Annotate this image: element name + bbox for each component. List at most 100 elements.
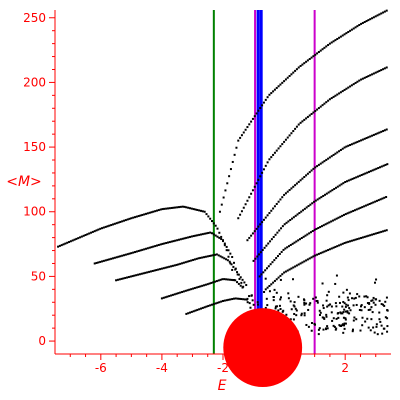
lower-curve-1-point-51 <box>187 236 190 239</box>
lower-curve-2-point-56 <box>217 254 220 257</box>
red-dot-8 <box>253 333 257 337</box>
noise-point-26 <box>369 329 372 332</box>
noise-point-202 <box>363 306 366 309</box>
upper-curve-5-point-13 <box>288 268 291 271</box>
lower-curve-1-point-29 <box>146 247 149 250</box>
lower-curve-4-point-1 <box>187 312 190 315</box>
upper-curve-1-point-28 <box>288 134 291 137</box>
upper-curve-0-point-85 <box>374 15 377 18</box>
upper-curve-4-point-7 <box>271 261 274 264</box>
noise-point-167 <box>307 325 310 328</box>
upper-curve-5-point-53 <box>361 236 364 239</box>
upper-curve-1-point-71 <box>367 75 370 78</box>
lower-curve-2-point-57 <box>219 255 222 258</box>
upper-curve-3-point-44 <box>333 187 336 190</box>
upper-curve-2-point-19 <box>281 196 284 199</box>
upper-curve-2-point-26 <box>294 184 297 187</box>
upper-curve-2-point-64 <box>363 137 366 140</box>
upper-curve-3-point-66 <box>373 168 376 171</box>
upper-curve-1-point-77 <box>378 69 381 72</box>
noise-point-146 <box>292 278 295 281</box>
upper-curve-0-point-42 <box>295 68 298 71</box>
lower-curve-3-point-30 <box>215 280 218 283</box>
upper-curve-2-point-6 <box>257 225 260 228</box>
lower-curve-1-point-50 <box>185 236 188 239</box>
lower-curve-2-point-44 <box>195 257 198 260</box>
lower-curve-2-point-21 <box>153 269 156 272</box>
upper-curve-2-point-70 <box>374 133 377 136</box>
noise-point-226 <box>323 317 326 320</box>
lower-curve-4-point-2 <box>189 311 192 314</box>
upper-curve-4-point-40 <box>331 219 334 222</box>
upper-curve-1-point-27 <box>286 136 289 139</box>
upper-curve-1-point-32 <box>295 125 298 128</box>
noise-point-99 <box>342 291 345 294</box>
noise-point-244 <box>335 317 338 320</box>
lower-curve-1-point-44 <box>174 239 177 242</box>
upper-curve-1-point-55 <box>338 92 341 95</box>
lower-curve-1-point-71 <box>223 242 226 245</box>
upper-curve-4-point-68 <box>383 196 386 199</box>
upper-curve-0-point-84 <box>372 16 375 19</box>
lower-curve-0-point-76 <box>196 208 199 211</box>
upper-curve-5-point-45 <box>347 240 350 243</box>
upper-curve-4-point-0 <box>258 275 261 278</box>
lower-curve-2-point-47 <box>201 256 204 259</box>
lower-curve-0-point-82 <box>207 215 210 218</box>
noise-point-34 <box>278 304 281 307</box>
upper-curve-4-point-29 <box>311 230 314 233</box>
noise-point-209 <box>344 317 347 320</box>
lower-curve-3-point-12 <box>182 290 185 293</box>
lower-curve-1-point-48 <box>181 237 184 240</box>
lower-curve-3-point-25 <box>206 283 209 286</box>
upper-curve-3-point-37 <box>320 196 323 199</box>
upper-curve-2-point-8 <box>261 221 264 224</box>
upper-curve-4-point-2 <box>262 271 265 274</box>
lower-curve-1-point-49 <box>183 237 186 240</box>
lower-curve-0-point-80 <box>203 210 206 213</box>
lower-curve-0-point-8 <box>71 239 74 242</box>
upper-curve-0-point-89 <box>382 11 385 14</box>
lower-curve-0-point-86 <box>214 224 217 227</box>
lower-curve-0-point-2 <box>60 244 63 247</box>
upper-curve-1-point-38 <box>306 115 309 118</box>
lower-curve-1-point-70 <box>222 239 224 242</box>
upper-curve-2-point-57 <box>350 143 353 146</box>
upper-curve-5-point-46 <box>349 240 352 243</box>
upper-curve-4-point-27 <box>308 232 311 235</box>
lower-curve-2-point-27 <box>164 266 167 269</box>
lower-curve-0-point-19 <box>91 230 94 233</box>
upper-curve-4-point-48 <box>346 212 349 215</box>
noise-point-17 <box>318 327 321 330</box>
noise-point-75 <box>317 328 320 331</box>
lower-curve-0-point-14 <box>82 234 85 237</box>
lower-curve-1-point-24 <box>137 249 140 252</box>
lower-curve-4-point-29 <box>238 297 241 300</box>
upper-curve-3-point-70 <box>380 165 383 168</box>
noise-point-248 <box>344 322 347 325</box>
lower-curve-4-point-21 <box>223 299 226 302</box>
lower-curve-3-point-5 <box>170 294 173 297</box>
upper-curve-0-point-54 <box>317 51 320 54</box>
upper-curve-1-point-8 <box>251 189 254 192</box>
lower-curve-1-point-80 <box>240 281 243 284</box>
lower-curve-3-point-36 <box>226 278 229 281</box>
lower-curve-1-point-14 <box>119 255 122 258</box>
upper-curve-3-point-38 <box>322 194 325 197</box>
upper-curve-2-point-28 <box>297 180 300 183</box>
upper-curve-1-point-34 <box>299 121 302 124</box>
lower-curve-0-point-33 <box>117 221 120 224</box>
noise-point-198 <box>334 282 337 285</box>
upper-curve-4-point-60 <box>368 202 371 205</box>
upper-curve-4-point-53 <box>355 208 358 211</box>
upper-curve-4-point-67 <box>381 197 384 200</box>
upper-curve-4-point-65 <box>377 199 380 202</box>
upper-curve-1-point-60 <box>347 86 350 89</box>
noise-point-147 <box>338 301 341 304</box>
lower-curve-4-point-24 <box>229 298 232 301</box>
upper-curve-5-point-65 <box>383 229 386 232</box>
lower-curve-0-point-91 <box>223 244 226 247</box>
noise-point-237 <box>340 312 343 315</box>
upper-curve-2-point-35 <box>310 169 313 172</box>
noise-point-111 <box>334 302 337 305</box>
